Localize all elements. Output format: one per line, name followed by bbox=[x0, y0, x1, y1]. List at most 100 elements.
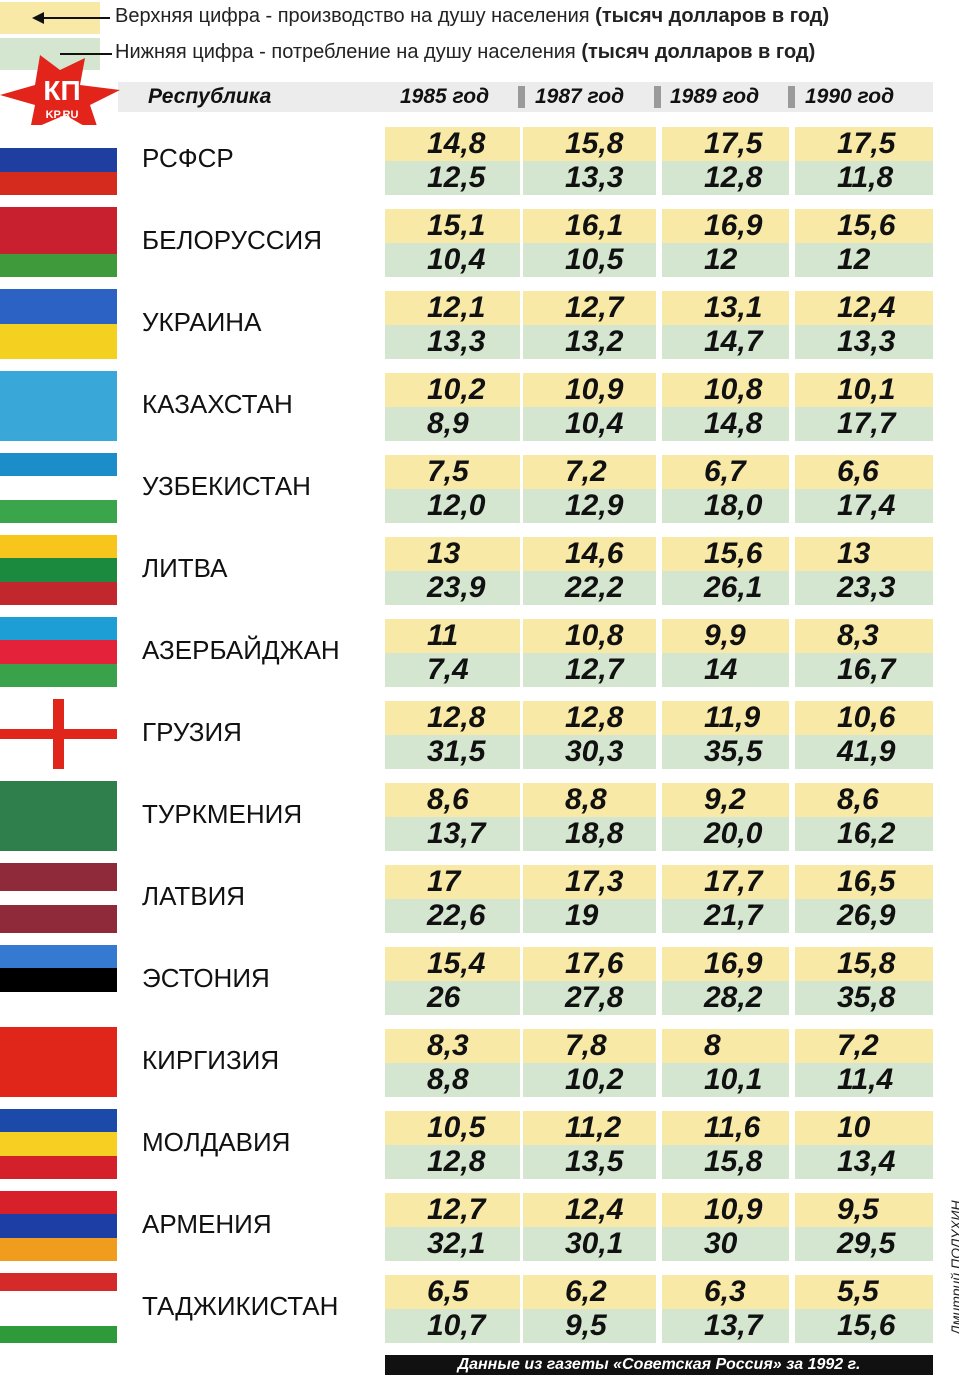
consumption-value: 10,7 bbox=[427, 1309, 486, 1342]
flag-stripe bbox=[0, 499, 117, 523]
consumption-value: 11,8 bbox=[837, 161, 894, 194]
footer: Данные из газеты «Советская Россия» за 1… bbox=[457, 1356, 861, 1373]
cell-bottom bbox=[795, 571, 933, 605]
flag-stripe bbox=[0, 617, 117, 641]
cell-top bbox=[385, 209, 520, 243]
production-value: 16,1 bbox=[565, 209, 624, 242]
cell-top bbox=[795, 209, 933, 243]
cell-top bbox=[662, 1111, 789, 1145]
production-value: 17 bbox=[427, 865, 461, 898]
cell-top bbox=[662, 455, 789, 489]
production-value: 6,2 bbox=[565, 1275, 607, 1308]
production-value: 14,6 bbox=[565, 537, 624, 570]
cell-top bbox=[795, 865, 933, 899]
cell-bottom bbox=[523, 161, 656, 195]
cell-top bbox=[662, 619, 789, 653]
cell-bottom bbox=[523, 817, 656, 851]
cell-bottom bbox=[795, 161, 933, 195]
flag-stripe bbox=[0, 1109, 117, 1133]
cell-top bbox=[523, 209, 656, 243]
cell-bottom bbox=[795, 817, 933, 851]
cell-top bbox=[662, 537, 789, 571]
flag-stripe bbox=[0, 1155, 117, 1179]
country-name: МОЛДАВИЯ bbox=[142, 1127, 291, 1157]
cell-top bbox=[795, 783, 933, 817]
consumption-value: 12,7 bbox=[565, 653, 624, 686]
flag-stripe bbox=[0, 991, 117, 1015]
cell-top bbox=[795, 291, 933, 325]
consumption-value: 12,5 bbox=[427, 161, 486, 194]
cell-bottom bbox=[795, 325, 933, 359]
production-value: 17,5 bbox=[837, 127, 896, 160]
cell-bottom bbox=[662, 1145, 789, 1179]
country-name: АЗЕРБАЙДЖАН bbox=[142, 635, 340, 665]
consumption-value: 26 bbox=[427, 981, 461, 1014]
cell-bottom bbox=[662, 489, 789, 523]
consumption-value: 35,5 bbox=[704, 735, 763, 768]
column-header: 1990 год bbox=[805, 85, 895, 108]
consumption-value: 19 bbox=[565, 899, 599, 932]
cell-bottom bbox=[523, 407, 656, 441]
consumption-value: 12 bbox=[837, 243, 871, 276]
country-name: АРМЕНИЯ bbox=[142, 1209, 272, 1239]
consumption-value: 13,3 bbox=[565, 161, 624, 194]
flag bbox=[0, 1191, 117, 1261]
production-value: 13,1 bbox=[704, 291, 763, 324]
column-header: Республика bbox=[148, 85, 272, 108]
legend-text: Верхняя цифра - производство на душу нас… bbox=[115, 5, 590, 27]
cell-bottom bbox=[662, 981, 789, 1015]
header-bg bbox=[118, 82, 933, 112]
production-value: 12,4 bbox=[837, 291, 896, 324]
cell-top bbox=[385, 373, 520, 407]
production-value: 14,8 bbox=[427, 127, 486, 160]
production-value: 17,7 bbox=[704, 865, 763, 898]
production-value: 10,9 bbox=[565, 373, 624, 406]
consumption-value: 23,9 bbox=[427, 571, 486, 604]
consumption-value: 13,4 bbox=[837, 1145, 896, 1178]
consumption-value: 17,7 bbox=[837, 407, 896, 440]
consumption-value: 13,7 bbox=[704, 1309, 763, 1342]
cell-bottom bbox=[385, 489, 520, 523]
flag-stripe bbox=[0, 581, 117, 605]
consumption-value: 15,8 bbox=[704, 1145, 763, 1178]
consumption-value: 12,8 bbox=[427, 1145, 486, 1178]
logo-main: КП bbox=[43, 75, 80, 106]
flag bbox=[0, 207, 117, 277]
cell-bottom bbox=[662, 653, 789, 687]
cell-top bbox=[662, 865, 789, 899]
logo-sub: KP.RU bbox=[46, 109, 79, 121]
flag-stripe bbox=[0, 905, 117, 933]
cell-bottom bbox=[795, 981, 933, 1015]
column-header: 1985 год bbox=[400, 85, 490, 108]
flag bbox=[0, 699, 117, 769]
cell-top bbox=[523, 291, 656, 325]
production-value: 13 bbox=[837, 537, 871, 570]
flag-stripe bbox=[0, 148, 117, 173]
consumption-value: 10,2 bbox=[565, 1063, 624, 1096]
production-value: 15,1 bbox=[427, 209, 486, 242]
production-value: 10 bbox=[837, 1111, 871, 1144]
consumption-value: 10,4 bbox=[565, 407, 624, 440]
consumption-value: 13,2 bbox=[565, 325, 624, 358]
cell-bottom bbox=[385, 571, 520, 605]
flag-cross bbox=[53, 699, 64, 769]
production-value: 16,9 bbox=[704, 209, 763, 242]
production-value: 7,2 bbox=[565, 455, 607, 488]
country-name: ТУРКМЕНИЯ bbox=[142, 799, 303, 829]
consumption-value: 14,8 bbox=[704, 407, 763, 440]
country-name: ГРУЗИЯ bbox=[142, 717, 242, 747]
cell-top bbox=[385, 1193, 520, 1227]
cell-bottom bbox=[662, 817, 789, 851]
flag-stripe bbox=[0, 1290, 117, 1326]
production-value: 10,5 bbox=[427, 1111, 486, 1144]
flag bbox=[0, 617, 117, 687]
consumption-value: 7,4 bbox=[427, 653, 469, 686]
cell-bottom bbox=[385, 981, 520, 1015]
consumption-value: 22,2 bbox=[565, 571, 624, 604]
flag bbox=[0, 125, 117, 195]
production-value: 10,8 bbox=[565, 619, 624, 652]
flag bbox=[0, 945, 117, 1015]
flag-stripe bbox=[0, 171, 117, 195]
consumption-value: 41,9 bbox=[837, 735, 896, 768]
cell-top bbox=[662, 1029, 789, 1063]
